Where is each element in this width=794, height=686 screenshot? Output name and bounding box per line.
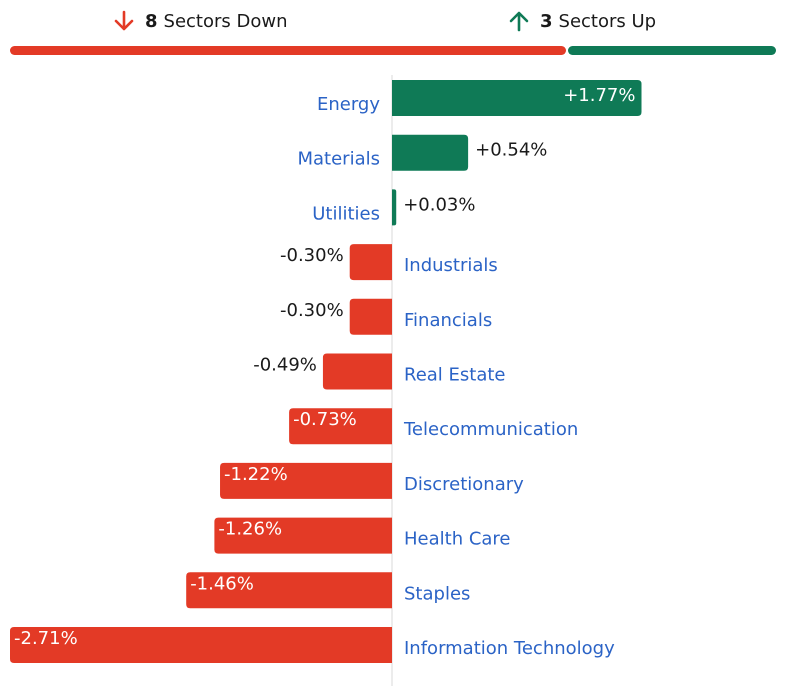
category-label: Discretionary [404, 474, 524, 495]
category-label: Staples [404, 583, 470, 604]
value-label: +0.03% [403, 194, 475, 215]
sectors-up-summary: 3 Sectors Up [508, 8, 656, 34]
category-label: Real Estate [404, 365, 506, 386]
category-label: Materials [297, 149, 380, 170]
sectors-down-summary: 8 Sectors Down [113, 8, 288, 34]
category-label: Energy [317, 94, 380, 115]
sectors-up-count: 3 [540, 10, 553, 32]
value-label: -0.49% [253, 355, 317, 376]
category-label: Health Care [404, 529, 511, 550]
category-label: Utilities [312, 203, 380, 224]
bar-information-technology [10, 627, 392, 663]
sector-breadth-bar [10, 46, 776, 55]
bar-health-care [214, 517, 392, 554]
sectors-up-label: Sectors Up [558, 10, 657, 32]
category-label: Industrials [404, 255, 498, 276]
arrow-up-icon [509, 11, 529, 32]
bar-industrials [349, 244, 392, 281]
sectors-down-label: Sectors Down [163, 10, 288, 32]
value-label: -0.30% [280, 245, 344, 266]
value-label: -1.22% [224, 464, 288, 485]
sector-summary-header: 8 Sectors Down 3 Sectors Up [0, 0, 794, 56]
value-label: +1.77% [563, 85, 635, 106]
sectors-up-bar [567, 46, 776, 55]
category-label: Financials [404, 310, 492, 331]
bar-materials [392, 134, 469, 171]
value-label: -1.46% [190, 573, 254, 594]
value-label: -0.30% [280, 300, 344, 321]
bar-discretionary [220, 462, 392, 499]
category-label: Information Technology [404, 638, 615, 659]
bar-telecommunication [289, 408, 392, 445]
category-label: Telecommunication [403, 419, 578, 440]
sectors-down-bar [10, 46, 566, 55]
value-label: -1.26% [218, 519, 282, 540]
value-label: -0.73% [293, 409, 357, 430]
bar-financials [349, 298, 392, 335]
bar-utilities [392, 189, 397, 226]
value-label: -2.71% [14, 628, 78, 649]
sectors-down-count: 8 [145, 10, 158, 32]
value-label: +0.54% [475, 140, 547, 161]
bar-staples [186, 572, 392, 609]
bar-real-estate [322, 353, 392, 390]
arrow-down-icon [114, 10, 134, 31]
bar-energy [392, 80, 642, 116]
